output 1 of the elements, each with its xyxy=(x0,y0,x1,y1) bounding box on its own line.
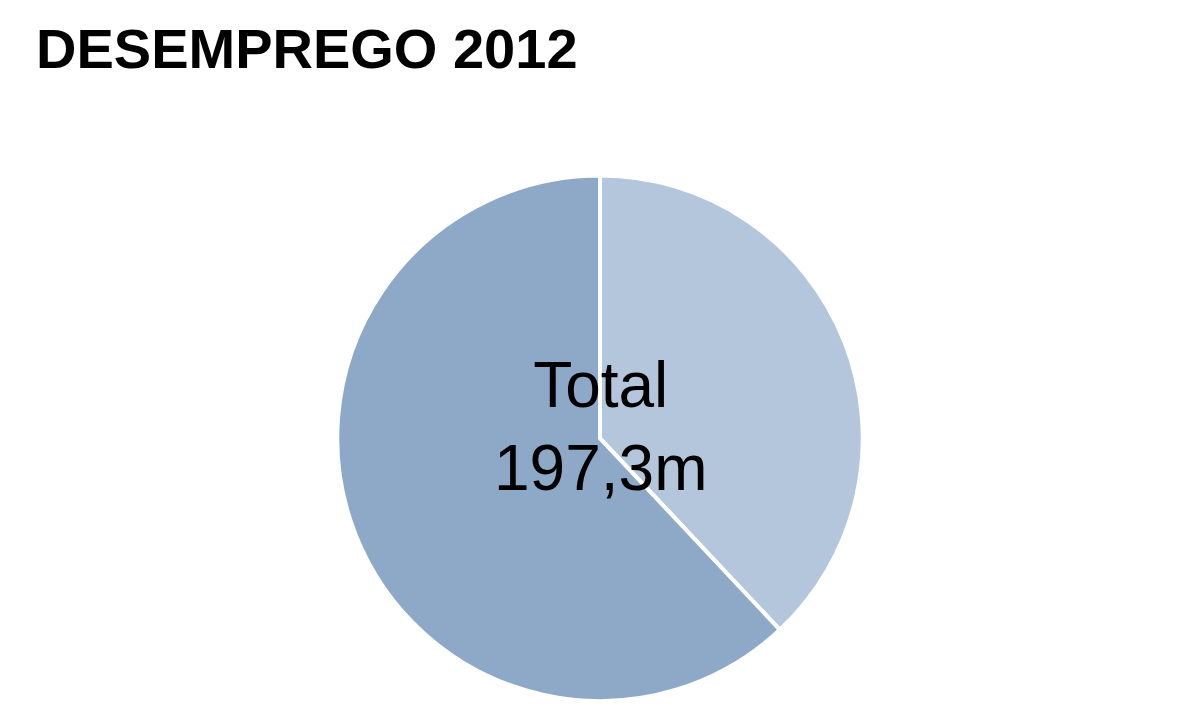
chart-title: DESEMPREGO 2012 xyxy=(36,17,578,81)
